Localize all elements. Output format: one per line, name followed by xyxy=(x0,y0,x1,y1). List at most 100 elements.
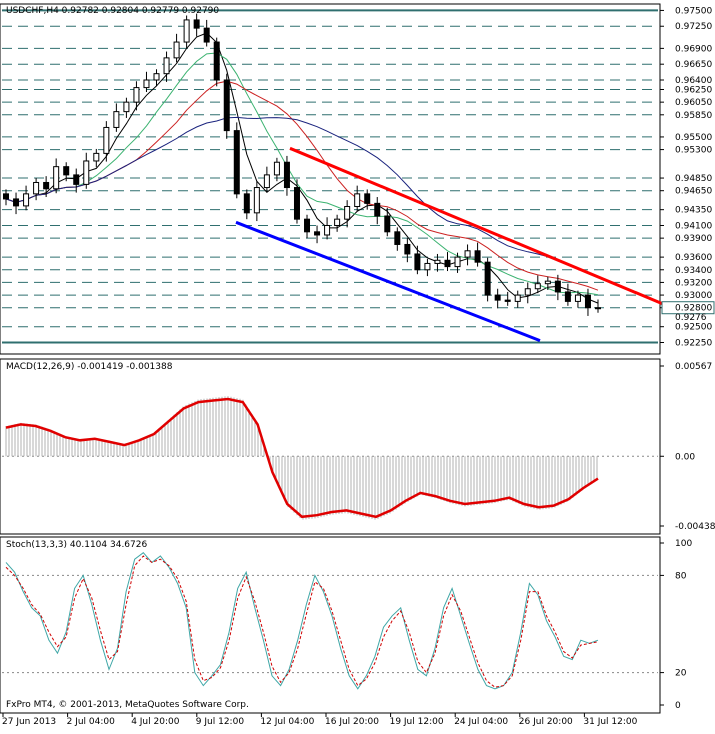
price-tick-bg xyxy=(662,42,714,55)
price-tick-label: 0.96650 xyxy=(675,60,712,70)
stoch-levels xyxy=(2,574,658,674)
candle-body xyxy=(173,41,180,59)
candle-body xyxy=(464,250,471,258)
price-tick-label: 0.93900 xyxy=(675,234,712,244)
candle-body xyxy=(43,181,50,190)
macd-signal-polyline xyxy=(5,397,599,519)
current-price-label: 0.92800 xyxy=(675,304,712,314)
stoch-tick-label: 100 xyxy=(675,539,692,549)
price-tick-label: 0.96050 xyxy=(675,98,712,108)
candle-body xyxy=(193,19,200,29)
lower-price-label: 0.9276 xyxy=(675,313,707,323)
candle-body xyxy=(263,174,270,189)
candle-body xyxy=(273,161,280,176)
candle-body xyxy=(283,161,290,189)
macd-tick-label: -0.00438 xyxy=(675,522,715,532)
time-tick-label: 9 Jul 12:00 xyxy=(196,717,245,727)
price-pane[interactable]: 0.97500 0.97250 0.96900 0.96650 0.964000.962… xyxy=(0,3,715,355)
candle-body xyxy=(83,160,90,185)
price-tick-label: 0.94350 xyxy=(675,206,712,216)
moving-average-lines xyxy=(5,32,599,304)
symbol-caption: USDCHF,H4 0.92782 0.92804 0.92779 0.9279… xyxy=(6,6,219,16)
candle-body xyxy=(544,280,551,285)
candle-body xyxy=(13,198,20,207)
price-tick-bg xyxy=(662,336,714,349)
stoch-pane[interactable]: 100 80 20 0 Stoch(13,3,3) 40.1104 34.6726 F… xyxy=(0,536,692,714)
candlestick-series xyxy=(3,13,601,316)
price-tick-bg xyxy=(662,83,714,96)
candle-body xyxy=(564,291,571,302)
candle-body xyxy=(454,256,461,268)
candle-body xyxy=(474,250,481,263)
price-tick-label: 0.95300 xyxy=(675,146,712,156)
macd-caption: MACD(12,26,9) -0.001419 -0.001388 xyxy=(6,362,173,372)
candle-body xyxy=(73,174,80,185)
stoch-axis: 100 80 20 0 xyxy=(660,539,692,711)
price-tick-bg xyxy=(662,143,714,156)
candle-body xyxy=(143,79,150,89)
macd-tick-label: 0.00 xyxy=(675,452,695,462)
macd-pane[interactable]: 0.00567 0.00 -0.00438 MACD(12,26,9) -0.001… xyxy=(0,358,715,535)
candle-body xyxy=(253,187,260,214)
macd-tick-label: 0.00567 xyxy=(675,362,712,372)
candle-body xyxy=(213,41,220,81)
price-tick-label: 0.96900 xyxy=(675,44,712,54)
price-tick-bg xyxy=(662,184,714,197)
price-tick-bg xyxy=(662,4,714,17)
candle-body xyxy=(123,101,130,113)
candle-body xyxy=(163,57,170,75)
moving-average-line xyxy=(5,52,599,296)
price-tick-label: 0.97500 xyxy=(675,6,712,16)
candle-body xyxy=(53,166,60,190)
stoch-tick-label: 0 xyxy=(675,701,681,711)
trendlines[interactable] xyxy=(235,146,673,343)
candle-body xyxy=(434,259,441,264)
time-tick-label: 2 Jul 04:00 xyxy=(67,717,116,727)
price-tick-label: 0.97250 xyxy=(675,22,712,32)
copyright-text: FxPro MT4, © 2001-2013, MetaQuotes Softw… xyxy=(6,700,249,710)
price-tick-bg xyxy=(662,251,714,264)
candle-body xyxy=(153,73,160,81)
price-tick-bg xyxy=(662,172,714,185)
candle-body xyxy=(524,288,531,296)
candle-body xyxy=(374,202,381,217)
candle-body xyxy=(33,181,40,195)
stoch-main-line xyxy=(5,552,599,690)
candle-body xyxy=(63,166,70,176)
price-tick-bg xyxy=(662,20,714,33)
price-tick-bg xyxy=(662,108,714,121)
candle-body xyxy=(595,307,601,310)
price-tick-label: 0.93600 xyxy=(675,253,712,263)
candle-body xyxy=(494,294,501,301)
time-tick-label: 16 Jul 20:00 xyxy=(325,717,379,727)
price-tick-label: 0.96250 xyxy=(675,85,712,95)
price-tick-bg xyxy=(662,203,714,216)
candle-body xyxy=(424,262,431,271)
stoch-tick-label: 20 xyxy=(675,669,687,679)
candle-body xyxy=(3,193,9,200)
candle-body xyxy=(243,193,250,214)
price-tick-bg xyxy=(662,289,714,302)
price-tick-label: 0.93200 xyxy=(675,278,712,288)
red-trendline xyxy=(289,146,673,310)
price-tick-label: 0.96400 xyxy=(675,76,712,86)
price-tick-bg xyxy=(662,58,714,71)
time-tick-label: 26 Jul 20:00 xyxy=(519,717,573,727)
candle-body xyxy=(384,215,391,233)
candle-body xyxy=(23,193,30,207)
candle-body xyxy=(354,193,361,208)
moving-average-line xyxy=(5,116,599,279)
moving-average-line xyxy=(5,32,599,304)
price-tick-label: 0.94650 xyxy=(675,187,712,197)
time-tick-label: 19 Jul 12:00 xyxy=(390,717,444,727)
candle-body xyxy=(133,87,140,103)
candle-body xyxy=(484,261,491,296)
candle-body xyxy=(514,294,521,302)
time-tick-label: 4 Jul 20:00 xyxy=(131,717,180,727)
candle-body xyxy=(504,299,511,302)
time-tick-label: 31 Jul 12:00 xyxy=(583,717,637,727)
price-tick-label: 0.93400 xyxy=(675,266,712,276)
candle-body xyxy=(444,259,451,268)
price-tick-label: 0.95500 xyxy=(675,133,712,143)
candle-body xyxy=(534,283,541,290)
